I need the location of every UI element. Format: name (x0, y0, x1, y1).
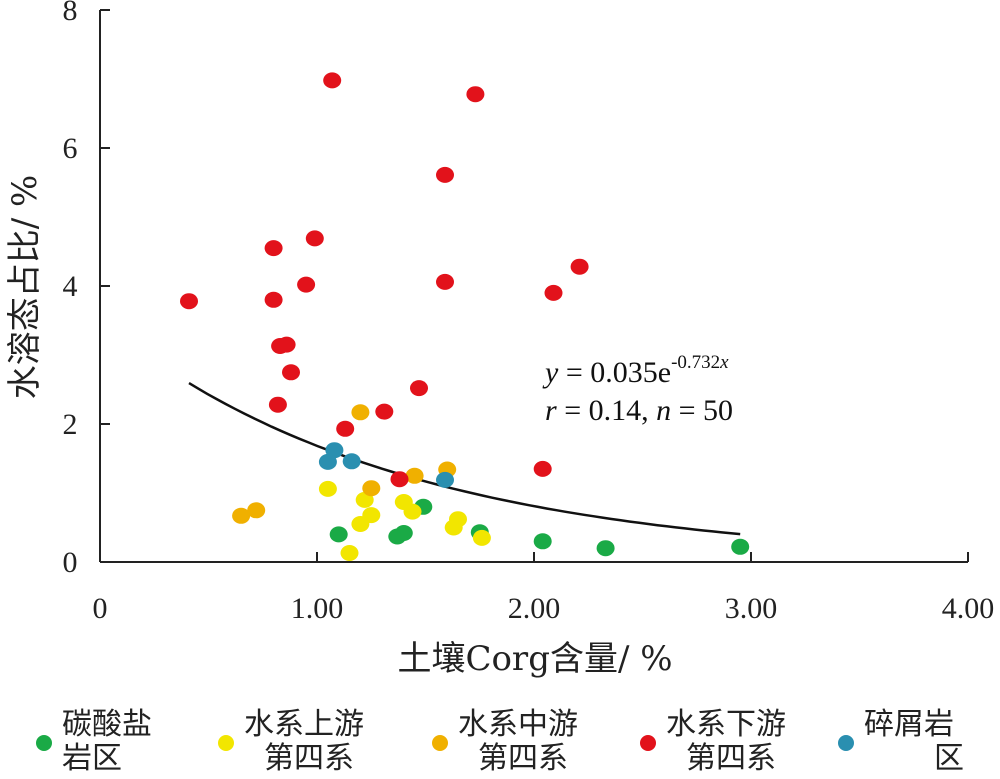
legend-label-line2: 区 (934, 741, 964, 776)
data-point-series-4 (342, 453, 361, 470)
data-point-series-3 (264, 291, 283, 308)
x-tick-label: 1.00 (291, 592, 344, 625)
data-point-series-3 (336, 420, 355, 437)
data-point-series-1 (403, 503, 422, 520)
legend-label-line2: 第四系 (478, 741, 568, 776)
legend-label: 水系中游 第四系 (458, 708, 578, 776)
fit-annotation: y = 0.035e-0.732x r = 0.14, n = 50 (542, 352, 733, 427)
data-point-series-3 (277, 336, 296, 353)
data-point-series-3 (390, 471, 409, 488)
legend-item-downstream: 水系下游 第四系 (640, 708, 786, 776)
legend-swatch (838, 735, 854, 751)
legend: 碳酸盐 岩区 水系上游 第四系 水系中游 第四系 水系下游 第四系 碎屑岩 区 (0, 700, 1000, 779)
legend-label-line2: 岩区 (62, 741, 122, 776)
legend-swatch (432, 735, 448, 751)
legend-swatch (36, 735, 52, 751)
data-point-series-1 (340, 545, 359, 561)
x-tick-group: 0 1.00 2.00 3.00 4.00 (93, 552, 995, 625)
legend-label: 水系上游 第四系 (244, 708, 364, 776)
data-point-series-2 (351, 404, 370, 421)
data-points (180, 72, 750, 561)
stats-text: r = 0.14, n = 50 (545, 394, 733, 427)
axes (99, 10, 968, 563)
y-tick-label: 6 (63, 132, 78, 165)
y-tick-label: 0 (63, 546, 78, 579)
equation-text: y = 0.035e-0.732x (542, 352, 729, 389)
legend-item-midstream: 水系中游 第四系 (432, 708, 578, 776)
legend-item-upstream: 水系上游 第四系 (218, 708, 364, 776)
trendline (188, 382, 741, 536)
x-tick-label: 0 (93, 592, 108, 625)
data-point-series-0 (394, 525, 413, 541)
data-point-series-3 (436, 166, 454, 183)
data-point-series-2 (232, 507, 251, 524)
data-point-series-3 (466, 86, 485, 103)
x-tick-label: 3.00 (725, 592, 778, 625)
legend-label-line2: 第四系 (686, 741, 776, 776)
data-point-series-3 (282, 364, 300, 381)
legend-label-line1: 水系中游 (458, 707, 578, 742)
data-point-series-1 (449, 511, 467, 528)
legend-label-line2: 第四系 (264, 741, 354, 776)
legend-label-line1: 碳酸盐 (62, 707, 152, 742)
y-tick-label: 2 (63, 408, 78, 441)
y-axis-title: 水溶态占比/ % (5, 175, 45, 400)
legend-label-line1: 水系上游 (244, 707, 364, 742)
x-tick-label: 2.00 (508, 592, 561, 625)
legend-swatch (218, 735, 234, 751)
data-point-series-1 (318, 480, 337, 497)
data-point-series-2 (405, 467, 424, 484)
data-point-series-3 (323, 72, 342, 89)
legend-label: 水系下游 第四系 (666, 708, 786, 776)
legend-label-line1: 碎屑岩 (864, 707, 954, 742)
legend-label-line1: 水系下游 (666, 707, 786, 742)
scatter-chart: 0 2 4 6 8 0 1.00 2.00 3.00 4.00 土壤Corg含量/ % 水溶态占… (5, 0, 995, 679)
data-point-series-2 (247, 502, 266, 519)
legend-swatch (640, 735, 656, 751)
data-point-series-0 (731, 538, 750, 555)
y-tick-label: 4 (63, 270, 78, 303)
data-point-series-4 (325, 442, 344, 459)
data-point-series-3 (544, 284, 563, 301)
data-point-series-3 (268, 396, 287, 413)
data-point-series-2 (362, 480, 381, 497)
data-point-series-3 (375, 403, 394, 420)
legend-label: 碎屑岩 区 (864, 708, 964, 776)
data-point-series-0 (533, 533, 552, 550)
data-point-series-3 (436, 273, 454, 290)
data-point-series-3 (410, 380, 428, 397)
data-point-series-3 (533, 460, 552, 477)
data-point-series-4 (436, 471, 454, 488)
data-point-series-0 (596, 540, 615, 557)
y-tick-label: 8 (63, 0, 78, 27)
x-tick-label: 4.00 (942, 592, 995, 625)
data-point-series-3 (570, 258, 589, 275)
data-point-series-3 (264, 240, 283, 257)
data-point-series-3 (305, 230, 324, 247)
data-point-series-3 (297, 276, 316, 293)
data-point-series-3 (180, 293, 198, 310)
data-point-series-1 (472, 529, 491, 546)
y-tick-group: 0 2 4 6 8 (63, 0, 110, 579)
data-point-series-1 (362, 507, 381, 524)
legend-item-carbonate: 碳酸盐 岩区 (36, 708, 152, 776)
x-axis-title: 土壤Corg含量/ % (397, 639, 672, 679)
legend-label: 碳酸盐 岩区 (62, 708, 152, 776)
data-point-series-0 (329, 526, 348, 543)
legend-item-clastic: 碎屑岩 区 (838, 708, 964, 776)
